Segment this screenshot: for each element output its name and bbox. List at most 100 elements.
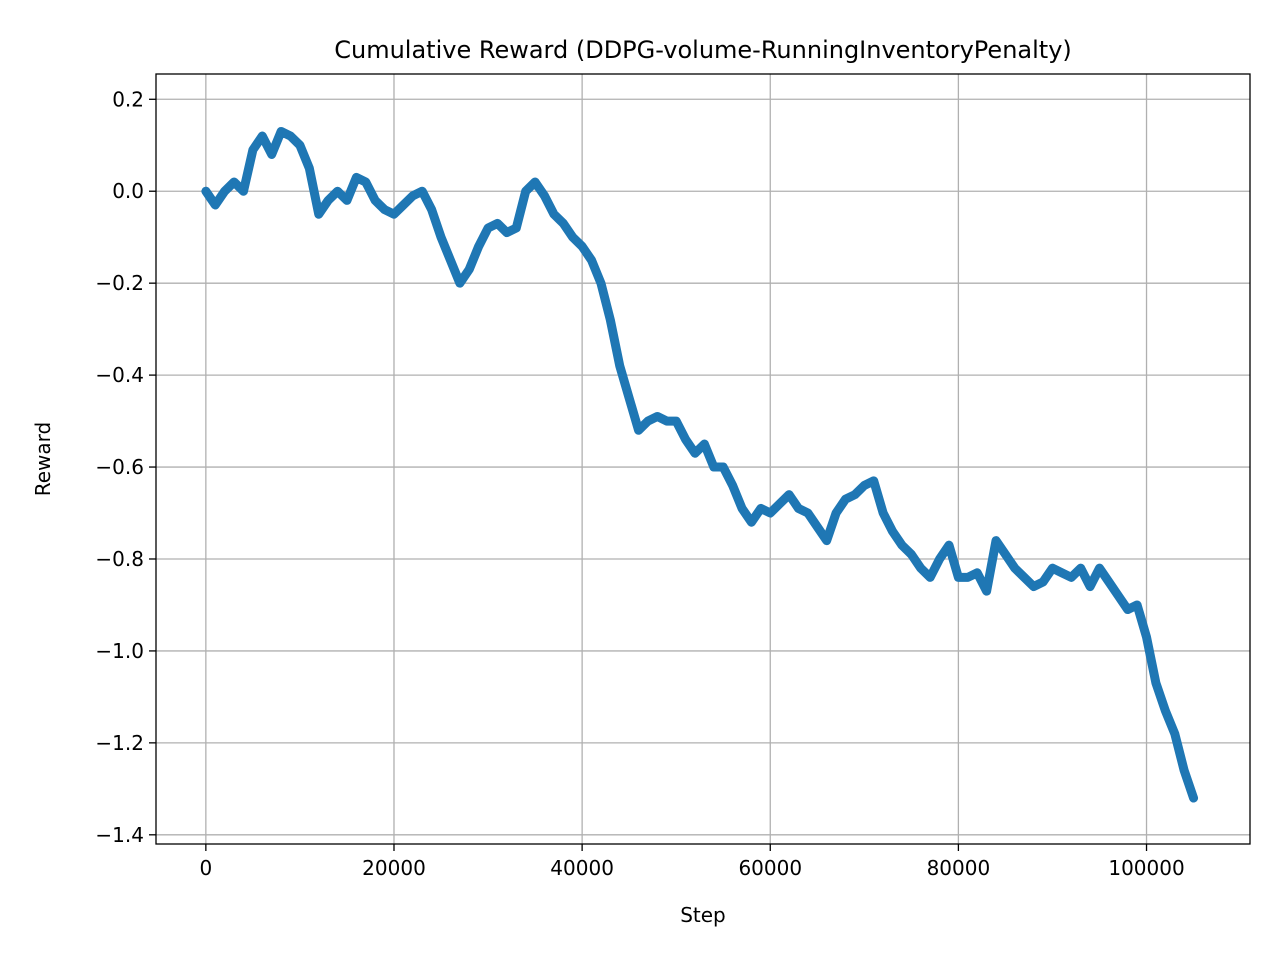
data-point (796, 506, 801, 511)
data-point (1078, 566, 1083, 571)
data-point (645, 419, 650, 424)
data-point (250, 147, 255, 152)
data-point (486, 226, 491, 230)
data-point (457, 281, 462, 286)
x-tick-label: 100000 (1108, 856, 1184, 880)
data-point (871, 478, 876, 483)
data-point (721, 465, 726, 470)
data-point (965, 575, 970, 580)
x-tick-label: 40000 (550, 856, 614, 880)
data-point (815, 524, 820, 529)
data-point (702, 442, 707, 447)
data-point (391, 212, 396, 217)
data-point (269, 152, 274, 157)
data-point (636, 428, 641, 433)
data-point (899, 543, 904, 548)
data-point (1069, 575, 1074, 580)
data-point (674, 419, 679, 424)
y-tick-label: 0.2 (112, 87, 144, 111)
y-tick-label: −0.2 (95, 271, 144, 295)
data-point (655, 414, 660, 419)
data-point (984, 589, 989, 594)
data-point (580, 244, 585, 249)
y-tick-label: 0.0 (112, 179, 144, 203)
data-point (1135, 602, 1140, 607)
data-point (918, 566, 923, 571)
data-point (1050, 566, 1055, 571)
data-point (420, 189, 425, 194)
data-point (852, 492, 857, 497)
data-point (1041, 579, 1046, 584)
data-point (1031, 584, 1036, 589)
data-point (429, 207, 434, 212)
data-point (476, 244, 481, 249)
data-point (843, 497, 848, 502)
data-point (589, 258, 594, 263)
y-tick-label: −1.4 (95, 823, 144, 847)
data-point (410, 193, 415, 198)
data-point (288, 134, 293, 139)
data-point (768, 511, 773, 516)
data-point (834, 511, 839, 516)
x-tick-label: 20000 (362, 856, 426, 880)
data-point (1088, 584, 1093, 589)
data-point (881, 511, 886, 516)
data-point (279, 129, 284, 134)
data-point (467, 267, 472, 272)
data-point (608, 317, 613, 322)
data-point (730, 483, 735, 488)
data-point (570, 235, 575, 240)
data-point (495, 221, 500, 226)
data-point (994, 538, 999, 543)
data-point (664, 419, 669, 424)
data-point (1163, 708, 1168, 713)
data-point (777, 501, 782, 506)
data-point (373, 198, 378, 203)
data-point (598, 281, 603, 286)
data-point (439, 235, 444, 240)
data-point (297, 143, 302, 148)
data-point (335, 189, 340, 194)
data-point (787, 492, 792, 497)
data-point (551, 212, 556, 217)
data-point (862, 483, 867, 488)
data-point (937, 556, 942, 561)
data-point (222, 189, 227, 194)
data-point (683, 437, 688, 442)
data-point (711, 465, 716, 470)
x-tick-label: 0 (199, 856, 212, 880)
grid (156, 74, 1250, 844)
data-point (523, 189, 528, 194)
data-point (740, 506, 745, 511)
data-point (382, 207, 387, 212)
data-point (1172, 731, 1177, 736)
chart-title: Cumulative Reward (DDPG-volume-RunningIn… (334, 36, 1072, 64)
y-tick-label: −0.6 (95, 455, 144, 479)
data-point (354, 175, 359, 180)
data-point (316, 212, 321, 217)
data-point (448, 258, 453, 263)
data-point (1125, 607, 1130, 612)
y-axis-label: Reward (31, 422, 55, 496)
data-point (758, 506, 763, 511)
data-point (1191, 796, 1196, 801)
data-point (260, 134, 265, 139)
data-point (824, 538, 829, 543)
x-axis-label: Step (680, 903, 726, 927)
data-point (1144, 635, 1149, 640)
plot-frame (155, 73, 1251, 845)
y-tick-label: −0.4 (95, 363, 144, 387)
data-point (533, 180, 538, 185)
data-point (975, 570, 980, 575)
data-point (1059, 570, 1064, 575)
data-point (956, 575, 961, 580)
data-point (363, 180, 368, 185)
y-tick-label: −1.0 (95, 639, 144, 663)
data-point (1182, 768, 1187, 773)
data-point (1116, 593, 1121, 598)
data-point (627, 396, 632, 401)
data-point (1153, 681, 1158, 686)
data-point (542, 193, 547, 198)
series-line (201, 126, 1199, 803)
